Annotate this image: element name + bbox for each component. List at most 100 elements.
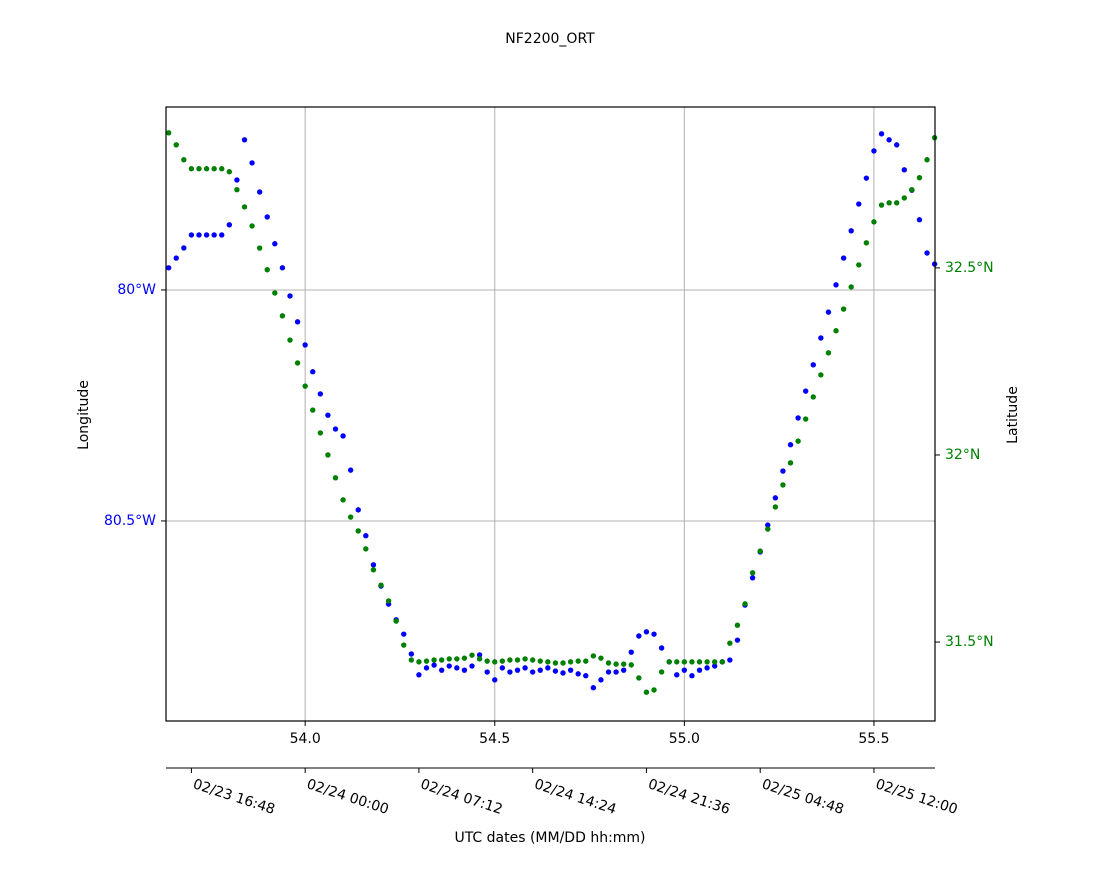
data-point	[294, 319, 301, 325]
data-point	[279, 313, 286, 319]
data-point	[666, 659, 672, 665]
data-point	[704, 665, 710, 671]
plot-frame	[165, 106, 936, 722]
data-point	[833, 282, 839, 288]
data-point	[871, 219, 877, 225]
data-point	[871, 148, 877, 154]
data-point	[598, 677, 604, 683]
data-point	[249, 160, 255, 166]
data-point	[765, 526, 771, 532]
data-point	[181, 245, 187, 251]
data-point	[454, 665, 460, 671]
data-point	[643, 629, 650, 635]
data-point	[340, 433, 346, 439]
data-point	[294, 360, 301, 366]
data-point	[370, 567, 377, 573]
data-point	[234, 186, 240, 193]
data-point	[188, 232, 195, 238]
data-point	[689, 673, 695, 679]
data-point	[279, 265, 286, 271]
data-point	[241, 137, 248, 143]
data-point	[287, 293, 293, 299]
data-point	[704, 659, 710, 665]
data-point	[196, 166, 202, 172]
data-point	[727, 657, 733, 663]
data-point	[605, 660, 612, 666]
data-point	[211, 166, 217, 172]
data-point	[332, 426, 339, 432]
data-point	[674, 659, 680, 665]
y2-tick-label: 32°N	[945, 447, 980, 463]
data-point	[924, 250, 930, 256]
data-point	[173, 255, 179, 261]
data-point	[363, 533, 369, 539]
y2-tick-label: 32.5°N	[945, 260, 994, 276]
data-point	[780, 482, 786, 488]
data-point	[749, 575, 756, 581]
data-point	[340, 497, 346, 503]
data-point	[651, 687, 657, 693]
data-point	[310, 407, 316, 413]
data-point	[226, 169, 233, 175]
data-point	[469, 663, 475, 669]
data-point	[878, 131, 885, 137]
data-point	[469, 652, 475, 658]
data-point	[749, 570, 756, 576]
data-point	[522, 656, 528, 662]
data-point	[461, 667, 468, 673]
data-point	[256, 245, 263, 251]
data-point	[901, 195, 907, 201]
data-point	[795, 438, 801, 444]
data-point	[499, 665, 506, 671]
x-tick-label: 54.5	[479, 731, 510, 747]
data-point	[787, 442, 794, 448]
data-point	[772, 495, 779, 501]
data-point	[302, 342, 308, 348]
data-point	[393, 618, 399, 624]
data-point	[438, 667, 445, 673]
data-point	[605, 669, 612, 675]
data-point	[894, 200, 900, 206]
data-point	[916, 175, 923, 181]
y-tick-label: 80.5°W	[104, 513, 156, 529]
date-axis-label: UTC dates (MM/DD hh:mm)	[454, 830, 645, 846]
data-point	[810, 362, 816, 368]
data-point	[734, 622, 741, 628]
data-point	[620, 667, 627, 673]
data-point	[416, 659, 422, 665]
data-point	[401, 642, 407, 648]
data-point	[894, 142, 900, 148]
data-point	[840, 255, 847, 261]
data-point	[560, 670, 566, 676]
data-point	[249, 223, 255, 229]
data-point	[765, 522, 771, 528]
data-point	[848, 228, 854, 234]
x-tick-label: 55.5	[858, 731, 889, 747]
y2-tick-label: 31.5°N	[945, 634, 994, 650]
data-point	[628, 649, 634, 655]
data-point	[188, 166, 195, 172]
data-point	[658, 669, 665, 675]
data-point	[886, 137, 892, 143]
x-tick-label: 55.0	[669, 731, 700, 747]
data-point	[332, 475, 339, 481]
chart-title: NF2200_ORT	[505, 31, 595, 47]
data-point	[636, 633, 642, 639]
data-point	[241, 204, 248, 210]
data-point	[916, 217, 923, 223]
data-point	[492, 659, 498, 665]
data-point	[423, 665, 430, 671]
data-point	[347, 514, 354, 520]
data-point	[689, 659, 695, 665]
data-point	[583, 673, 589, 679]
data-point	[575, 658, 581, 664]
data-point	[651, 631, 657, 637]
data-point	[848, 284, 854, 290]
data-point	[545, 659, 551, 665]
data-point	[552, 668, 559, 674]
data-point	[507, 669, 513, 675]
data-point	[310, 369, 316, 375]
data-point	[795, 415, 801, 421]
data-point	[856, 262, 862, 268]
